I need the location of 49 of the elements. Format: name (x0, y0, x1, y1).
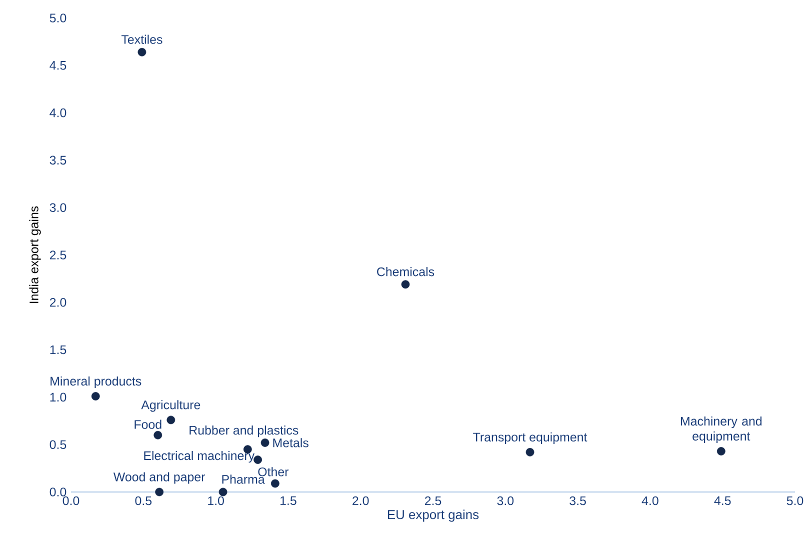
point (401, 280, 410, 289)
point (166, 416, 176, 424)
y-tick-label: 0.0 (50, 488, 66, 496)
y-tick-label: 0.5 (50, 440, 66, 450)
y-tick-label: 1.0 (50, 392, 66, 402)
y-tick-label: 5.0 (50, 14, 66, 22)
point (270, 479, 280, 488)
y-tick-label: 2.0 (50, 298, 66, 307)
annotation: Rubber and plastics (190, 426, 298, 438)
annotation: Pharma (222, 474, 265, 484)
x-tick-label: 4.0 (642, 496, 658, 506)
annotation: Mineral products (50, 376, 142, 388)
annotation: Agriculture (141, 400, 200, 412)
x-tick-label: 1.5 (280, 496, 296, 506)
y-tick-label: 4.5 (50, 61, 66, 70)
x-tick-label: 0.0 (62, 496, 80, 506)
x-tick-label: 3.5 (570, 496, 586, 506)
annotation: Wood and paper (113, 472, 206, 484)
annotation: Textiles (121, 34, 162, 44)
point (526, 448, 534, 456)
y-tick-label: 1.5 (50, 345, 66, 354)
annotation: Transport equipment (473, 432, 588, 444)
y-tick-label: 2.5 (50, 250, 66, 260)
annotation: Other (258, 467, 289, 476)
y-tick-label: 4.0 (50, 108, 66, 118)
annotation: Machinery and equipment (680, 416, 762, 444)
annotation: Metals (273, 438, 308, 448)
point (260, 438, 270, 447)
annotation: Electrical machinery (144, 450, 255, 463)
x-axis-title: EU export gains (388, 510, 479, 522)
point (218, 488, 228, 496)
point (155, 488, 164, 496)
x-tick-label: 4.5 (714, 496, 731, 506)
y-tick-label: 3.5 (50, 156, 66, 165)
x-tick-label: 2.0 (352, 496, 369, 506)
y-axis-title: India export gains (29, 206, 41, 303)
point (716, 447, 726, 456)
x-tick-label: 1.0 (208, 496, 224, 506)
point (91, 392, 100, 400)
point (154, 430, 162, 440)
y-tick-label: 3.0 (50, 203, 66, 212)
annotation: Chemicals (377, 267, 434, 276)
point (254, 456, 262, 464)
x-tick-label: 0.5 (135, 496, 152, 506)
x-tick-label: 2.5 (424, 496, 442, 506)
point (138, 48, 146, 56)
x-tick-label: 3.0 (497, 496, 514, 506)
annotation: Food (134, 420, 162, 429)
x-tick-label: 5.0 (786, 496, 804, 506)
